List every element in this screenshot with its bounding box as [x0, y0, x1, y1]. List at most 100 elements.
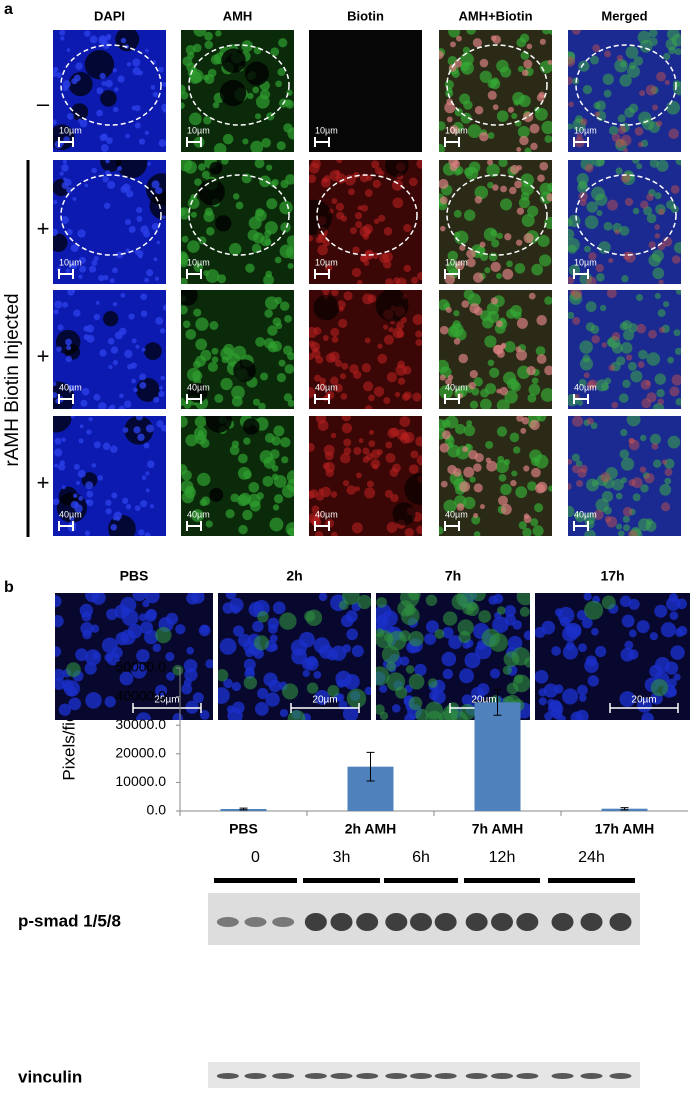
cell [96, 87, 104, 95]
cell [654, 373, 666, 385]
cell [439, 50, 444, 60]
cell [568, 101, 574, 108]
cell [235, 201, 244, 210]
cell [184, 668, 198, 682]
cell [595, 645, 607, 658]
cell [544, 712, 553, 720]
cell [54, 300, 63, 309]
cell [112, 516, 117, 521]
cell [120, 596, 137, 614]
cell [181, 84, 186, 95]
cell [141, 475, 147, 480]
cell [72, 196, 77, 201]
cell [497, 455, 505, 463]
cell [181, 290, 198, 306]
cell [252, 232, 265, 244]
cell [115, 30, 140, 52]
cell [457, 619, 474, 636]
cell [509, 432, 520, 443]
cell [313, 670, 322, 679]
cell [102, 41, 110, 49]
cell [111, 646, 123, 659]
cell [500, 185, 507, 193]
cell [462, 603, 475, 615]
cell [471, 515, 481, 525]
cell [652, 459, 662, 468]
cell [299, 631, 315, 648]
cell [278, 38, 288, 48]
cell [335, 169, 341, 175]
micrograph [53, 290, 166, 409]
cell [242, 509, 253, 521]
cell [357, 594, 371, 610]
cell [474, 185, 489, 200]
cell [54, 437, 62, 445]
cell [636, 620, 650, 634]
cell [340, 452, 351, 464]
cell [105, 499, 112, 506]
cell [504, 233, 512, 241]
cell [155, 316, 164, 325]
cell [253, 635, 270, 651]
cell [57, 324, 64, 331]
cell [513, 99, 520, 106]
cell [484, 267, 491, 274]
cell [404, 473, 422, 505]
cell [132, 58, 141, 67]
cell [383, 334, 394, 345]
cell [264, 230, 272, 238]
cell [64, 178, 72, 187]
scale-label: 10µm [445, 257, 468, 267]
cell [399, 630, 411, 642]
cell [214, 393, 224, 403]
cell [638, 349, 648, 360]
cell [122, 183, 131, 192]
cell [101, 81, 107, 87]
cell [621, 275, 629, 283]
cell [616, 54, 623, 62]
cell [347, 188, 355, 196]
cell [317, 244, 328, 256]
cell [486, 460, 498, 472]
cell [512, 674, 530, 693]
cell [106, 608, 118, 621]
cell [83, 334, 90, 341]
cell [607, 199, 618, 211]
cell [464, 652, 481, 669]
scale-label: 40µm [59, 509, 82, 519]
cell [331, 198, 338, 205]
cell [138, 529, 145, 536]
cell [408, 673, 425, 690]
cell [608, 364, 615, 372]
cell [272, 601, 286, 615]
cell [140, 310, 148, 317]
cell [622, 251, 631, 260]
cell [112, 360, 119, 366]
cell [367, 294, 377, 303]
cell [473, 531, 481, 536]
cell [140, 621, 154, 635]
cell [320, 177, 331, 188]
scale-bar [58, 521, 74, 531]
cell [583, 372, 590, 379]
cell [666, 100, 680, 115]
cell [349, 364, 359, 374]
cell [92, 652, 100, 660]
cell [131, 338, 137, 344]
cell [203, 74, 210, 81]
cell [62, 160, 68, 165]
cell [271, 464, 279, 472]
cell [659, 483, 672, 496]
cell [621, 457, 635, 471]
cell [325, 264, 333, 272]
cell [474, 106, 484, 115]
cell [248, 216, 262, 230]
cell [353, 446, 362, 455]
scale-label: 10µm [187, 257, 210, 267]
cell [61, 679, 74, 691]
cell [76, 481, 81, 485]
column-header: Biotin [347, 8, 384, 23]
cell [53, 416, 72, 433]
cell [654, 292, 661, 300]
micrograph [568, 160, 681, 284]
